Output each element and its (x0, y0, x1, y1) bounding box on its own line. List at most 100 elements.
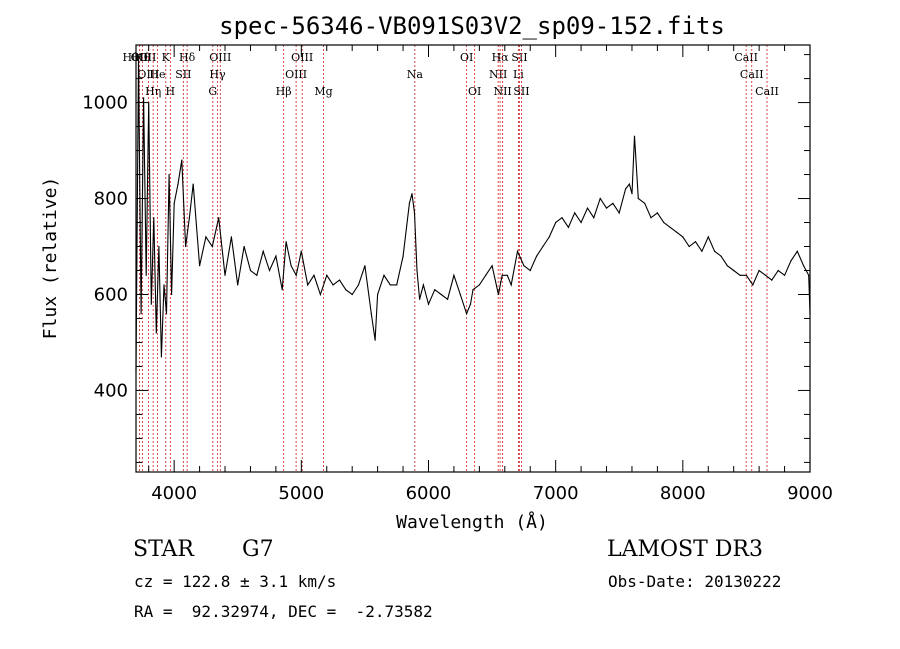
object-class: STAR (133, 537, 194, 562)
chart-title: spec-56346-VB091S03V2_sp09-152.fits (219, 12, 725, 40)
data-point (803, 265, 805, 267)
data-point (777, 269, 779, 272)
data-point (326, 274, 328, 276)
line-label: Na (407, 68, 424, 81)
survey-name: LAMOST DR3 (607, 537, 763, 562)
data-point (599, 197, 601, 200)
data-point (145, 274, 147, 276)
data-point (230, 236, 232, 238)
line-label: OIII (137, 68, 159, 81)
line-label: OIII (209, 51, 231, 64)
data-point (529, 269, 531, 272)
data-point (447, 298, 449, 300)
data-point (319, 293, 321, 296)
line-label: He (149, 68, 165, 81)
line-label: K (162, 51, 171, 64)
data-point (682, 236, 684, 238)
data-point (650, 217, 652, 219)
data-point (440, 293, 442, 296)
data-point (752, 284, 754, 286)
line-label: HθOII (122, 51, 156, 64)
data-point (688, 245, 690, 248)
line-label: Li (513, 68, 524, 81)
data-point (181, 159, 183, 161)
data-series (135, 58, 811, 372)
data-point (567, 226, 570, 228)
x-tick-label: 4000 (151, 483, 197, 504)
data-point (192, 183, 194, 185)
data-point (561, 217, 563, 219)
data-point (548, 236, 550, 238)
data-point (402, 255, 404, 257)
data-point (357, 284, 360, 286)
data-point (313, 274, 315, 276)
data-point (758, 269, 760, 272)
data-point (243, 245, 245, 248)
data-point (300, 250, 302, 252)
data-point (275, 255, 277, 257)
data-point (143, 97, 145, 99)
data-point (177, 183, 179, 185)
data-point (307, 284, 309, 286)
axes-ticks: 4000 5000 6000 7000 8000 9000 400 600 800 1000 (82, 45, 833, 504)
data-point (411, 193, 413, 195)
data-point (218, 217, 220, 219)
data-point (510, 284, 512, 286)
data-point (628, 183, 631, 185)
data-point (389, 284, 391, 286)
line-label: CaII (755, 85, 779, 98)
data-point (434, 289, 436, 291)
data-point (701, 250, 703, 252)
data-point (784, 274, 786, 276)
data-point (413, 212, 416, 214)
data-point (478, 284, 480, 286)
data-point (714, 250, 716, 252)
data-point (211, 245, 213, 248)
line-label: OI (460, 51, 473, 64)
data-point (555, 221, 557, 224)
data-point (726, 265, 728, 267)
data-point (612, 202, 614, 204)
x-axis-label: Wavelength (Å) (396, 511, 548, 533)
data-point (472, 289, 474, 291)
data-point (536, 255, 538, 257)
series-line-flux (135, 59, 811, 372)
data-point (364, 265, 366, 267)
y-tick-label: 800 (94, 189, 128, 210)
data-point (268, 269, 271, 272)
data-point (165, 313, 168, 315)
data-point (290, 265, 292, 267)
data-point (497, 293, 499, 296)
y-axis-label: Flux (relative) (40, 177, 61, 340)
data-point (739, 274, 741, 276)
line-label: Mg (314, 85, 332, 98)
data-point (491, 265, 493, 267)
data-point (796, 250, 798, 252)
data-point (370, 313, 372, 315)
line-label: NII (489, 68, 507, 81)
line-label: OIII (285, 68, 307, 81)
data-point (338, 279, 341, 281)
data-point (137, 58, 140, 61)
line-label: CaII (740, 68, 764, 81)
line-markers: OIIHθOIIHθOIIIHηHeKHSIIHδGHγOIIIHβOIIIOI… (122, 45, 779, 472)
line-label: SII (511, 51, 527, 64)
data-point (256, 274, 258, 276)
data-point (140, 313, 142, 315)
data-point (163, 284, 165, 286)
data-point (580, 221, 582, 224)
data-point (501, 274, 503, 276)
data-point (808, 274, 810, 276)
data-point (605, 207, 608, 209)
data-point (764, 274, 767, 276)
x-tick-label: 5000 (278, 483, 324, 504)
line-label: SII (175, 68, 191, 81)
data-point (633, 135, 636, 137)
coordinates: RA = 92.32974, DEC = -2.73582 (134, 602, 433, 621)
line-label: Hγ (209, 68, 226, 81)
data-point (281, 289, 283, 291)
data-point (148, 102, 150, 104)
data-point (408, 202, 410, 204)
data-point (466, 313, 468, 315)
data-point (237, 284, 239, 286)
